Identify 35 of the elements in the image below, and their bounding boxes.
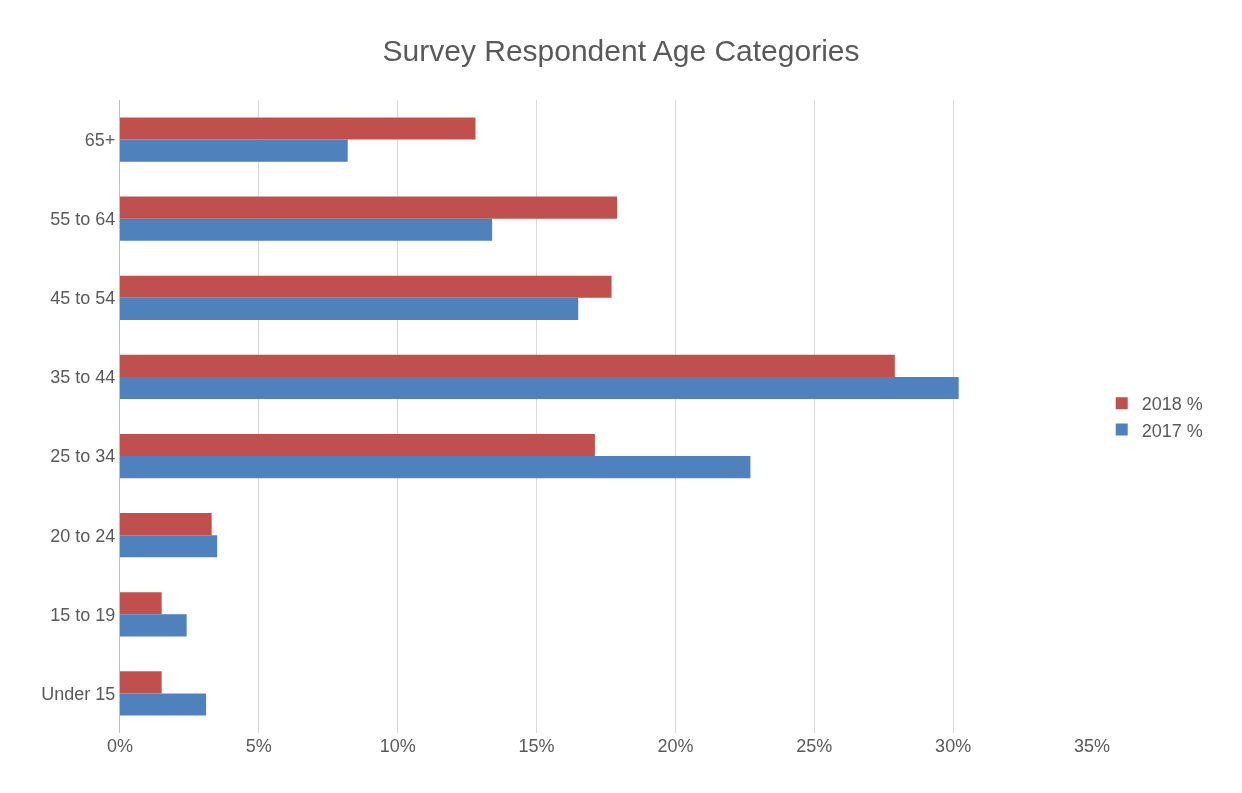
x-tick-label: 15%: [518, 736, 555, 756]
bar: [120, 433, 595, 457]
y-tick-label: 15 to 19: [50, 604, 116, 625]
y-tick-label: 25 to 34: [50, 446, 116, 467]
bar: [120, 354, 895, 377]
bar: [120, 456, 751, 479]
bar: [120, 535, 218, 558]
legend-label: 2018 %: [1141, 394, 1203, 415]
x-tick-label: 30%: [935, 736, 972, 756]
bar: [120, 218, 493, 241]
x-tick-label: 25%: [796, 736, 833, 756]
y-tick-label: 65+: [84, 129, 116, 150]
y-tick-label: Under 15: [41, 683, 116, 704]
bar: [120, 513, 212, 536]
bar: [120, 671, 162, 694]
bar: [120, 376, 959, 400]
x-tick-label: 0%: [106, 736, 134, 756]
legend-label: 2017 %: [1141, 420, 1203, 441]
x-tick-label: 5%: [245, 736, 272, 756]
y-tick-label: 35 to 44: [50, 367, 116, 388]
bar: [120, 614, 187, 637]
x-tick-label: 10%: [379, 736, 416, 756]
y-tick-label: 20 to 24: [50, 525, 116, 546]
bar: [120, 592, 162, 615]
x-tick-label: 20%: [657, 736, 694, 756]
bar: [120, 196, 618, 219]
bar: [120, 275, 612, 298]
chart-title: Survey Respondent Age Categories: [382, 33, 860, 67]
bar: [120, 117, 476, 140]
bar: [120, 139, 348, 162]
y-tick-label: 55 to 64: [50, 208, 116, 229]
bar: [120, 297, 579, 320]
x-tick-label: 35%: [1073, 736, 1111, 756]
y-tick-label: 45 to 54: [50, 288, 116, 309]
bar: [120, 693, 207, 716]
